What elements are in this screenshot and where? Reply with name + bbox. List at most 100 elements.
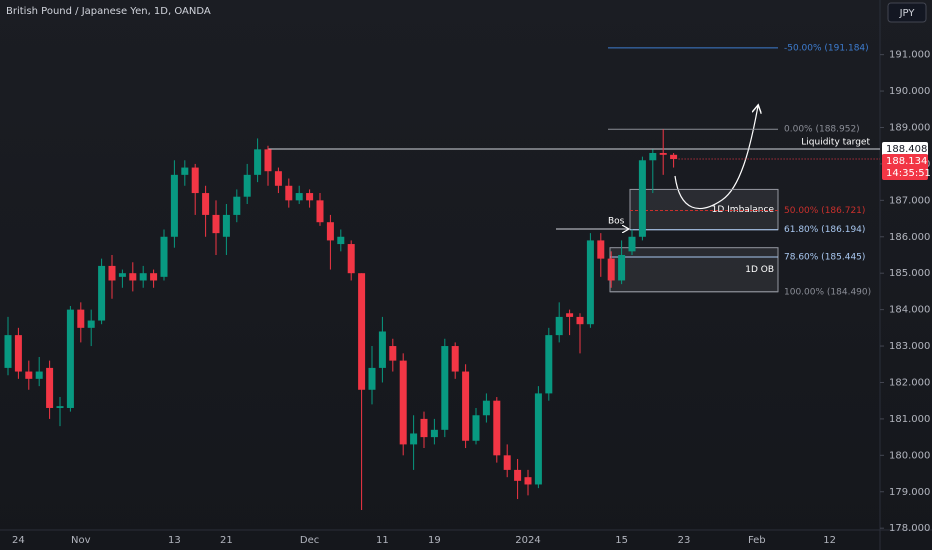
- candle-body: [118, 273, 126, 277]
- candle-body: [25, 371, 33, 379]
- candle-body: [87, 320, 95, 328]
- projection-arrow: [674, 106, 758, 209]
- candle-body: [56, 406, 64, 408]
- zone-box: [609, 247, 779, 293]
- candle-body: [98, 265, 106, 321]
- candle-body: [493, 400, 501, 456]
- y-tick-label: 181.000: [889, 414, 930, 425]
- candle-body: [66, 309, 74, 408]
- fib-label: 78.60% (185.445): [784, 252, 865, 262]
- candle-body: [472, 415, 480, 441]
- y-tick-label: 182.000: [889, 377, 930, 388]
- x-tick-label: 13: [168, 535, 181, 546]
- zone-label: 1D OB: [745, 265, 774, 275]
- candle-body: [534, 393, 542, 485]
- candle-body: [326, 222, 334, 241]
- liquidity-label: Liquidity target: [801, 138, 870, 148]
- y-tick-label: 187.000: [889, 195, 930, 206]
- fib-label: 61.80% (186.194): [784, 225, 865, 235]
- candle-body: [514, 469, 522, 481]
- x-tick-label: 21: [220, 535, 233, 546]
- candle-body: [295, 193, 303, 201]
- candle-body: [410, 433, 418, 445]
- x-tick-label: 11: [376, 535, 389, 546]
- candle-body: [233, 196, 241, 215]
- candle-body: [378, 331, 386, 368]
- candle-body: [202, 193, 210, 215]
- liquidity-price-box: [882, 142, 928, 157]
- candle-body: [46, 367, 54, 408]
- candle-body: [659, 152, 667, 155]
- fib-label: -50.00% (191.184): [784, 43, 869, 53]
- x-tick-label: Dec: [300, 535, 319, 546]
- x-tick-label: 15: [615, 535, 628, 546]
- fib-label: 0.00% (188.952): [784, 125, 860, 135]
- candle-body: [4, 335, 12, 368]
- candle-body: [618, 254, 626, 281]
- x-tick-label: Feb: [748, 535, 766, 546]
- countdown: 14:35:51: [886, 168, 931, 179]
- y-tick-label: 178.000: [889, 523, 930, 534]
- x-tick-label: 12: [823, 535, 836, 546]
- y-tick-label: 185.000: [889, 268, 930, 279]
- candle-body: [649, 152, 657, 161]
- x-tick-label: 2024: [515, 535, 540, 546]
- candle-body: [482, 400, 490, 416]
- candle-body: [306, 193, 314, 201]
- last-price-box: [882, 154, 928, 181]
- candle-body: [638, 160, 646, 237]
- zone-box: [629, 188, 779, 231]
- candle-body: [597, 240, 605, 259]
- currency-button[interactable]: [887, 2, 927, 23]
- candle-body: [181, 167, 189, 175]
- candle-body: [337, 236, 345, 245]
- candle-body: [316, 200, 324, 223]
- candle-body: [524, 477, 532, 485]
- currency-label[interactable]: JPY: [899, 8, 916, 19]
- candle-body: [545, 335, 553, 394]
- candle-body: [139, 273, 147, 281]
- y-tick-label: 189.000: [889, 122, 930, 133]
- candle-body: [368, 367, 376, 390]
- candle-body: [243, 174, 251, 197]
- candle-body: [555, 316, 563, 336]
- y-tick-label: 186.000: [889, 232, 930, 243]
- x-tick-label: 19: [428, 535, 441, 546]
- candle-body: [285, 185, 293, 201]
- candle-body: [274, 171, 282, 186]
- y-tick-label: 183.000: [889, 341, 930, 352]
- candle-body: [191, 167, 199, 194]
- candle-body: [451, 346, 459, 372]
- candle-body: [108, 265, 116, 281]
- candle-body: [628, 236, 636, 252]
- y-tick-label: 180.000: [889, 450, 930, 461]
- candle-body: [170, 174, 178, 237]
- candle-body: [566, 313, 574, 317]
- x-tick-label: 24: [12, 535, 25, 546]
- candle-body: [576, 316, 584, 325]
- candle-body: [503, 455, 511, 470]
- x-tick-label: Nov: [71, 535, 91, 546]
- candle-body: [607, 258, 615, 281]
- candle-body: [150, 273, 158, 281]
- y-tick-label: 179.000: [889, 487, 930, 498]
- y-tick-label: 191.000: [889, 50, 930, 61]
- zone-label: 1D Imbalance: [712, 205, 775, 215]
- candle-body: [222, 214, 230, 237]
- chart-title: British Pound / Japanese Yen, 1D, OANDA: [6, 6, 211, 17]
- candle-body: [14, 335, 22, 372]
- candle-body: [160, 236, 168, 277]
- fib-label: 100.00% (184.490): [784, 287, 871, 297]
- candle-body: [399, 360, 407, 445]
- candle-body: [462, 371, 470, 441]
- candle-body: [420, 418, 428, 438]
- candle-body: [358, 273, 366, 390]
- candle-body: [430, 429, 438, 438]
- candle-body: [670, 154, 678, 160]
- candle-body: [129, 273, 137, 281]
- candle-body: [389, 346, 397, 361]
- candle-body: [264, 149, 272, 172]
- candle-body: [254, 149, 262, 175]
- candle-body: [77, 309, 85, 328]
